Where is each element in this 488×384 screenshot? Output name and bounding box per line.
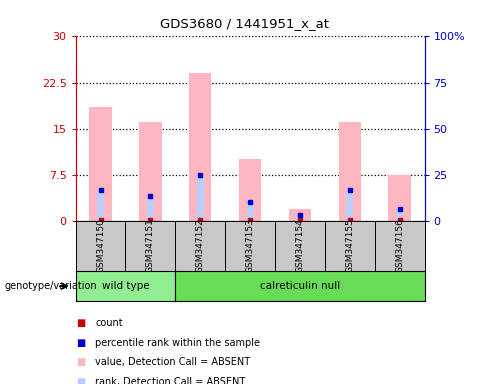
Bar <box>289 209 311 221</box>
Bar <box>147 196 154 221</box>
Text: GSM347151: GSM347151 <box>146 218 155 273</box>
Bar <box>97 190 104 221</box>
Bar <box>296 215 304 221</box>
Text: GSM347152: GSM347152 <box>196 218 205 273</box>
Text: ■: ■ <box>76 338 85 348</box>
Bar <box>346 190 353 221</box>
Text: calreticulin null: calreticulin null <box>260 281 340 291</box>
Text: count: count <box>95 318 123 328</box>
Text: value, Detection Call = ABSENT: value, Detection Call = ABSENT <box>95 358 250 367</box>
Text: GSM347150: GSM347150 <box>96 218 105 273</box>
Text: GSM347154: GSM347154 <box>295 218 305 273</box>
Text: ■: ■ <box>76 358 85 367</box>
Text: ■: ■ <box>76 377 85 384</box>
Bar <box>189 73 211 221</box>
Text: genotype/variation: genotype/variation <box>5 281 98 291</box>
Text: wild type: wild type <box>102 281 149 291</box>
Bar <box>139 122 162 221</box>
Bar <box>339 122 361 221</box>
Bar <box>246 202 254 221</box>
Text: percentile rank within the sample: percentile rank within the sample <box>95 338 260 348</box>
Bar <box>197 175 204 221</box>
Text: rank, Detection Call = ABSENT: rank, Detection Call = ABSENT <box>95 377 245 384</box>
Text: GSM347156: GSM347156 <box>395 218 404 273</box>
Bar <box>239 159 261 221</box>
Bar <box>388 175 411 221</box>
Text: GSM347155: GSM347155 <box>346 218 354 273</box>
Bar <box>89 107 112 221</box>
Text: ■: ■ <box>76 318 85 328</box>
Text: GDS3680 / 1441951_x_at: GDS3680 / 1441951_x_at <box>160 17 328 30</box>
Bar <box>396 209 403 221</box>
Text: GSM347153: GSM347153 <box>245 218 255 273</box>
